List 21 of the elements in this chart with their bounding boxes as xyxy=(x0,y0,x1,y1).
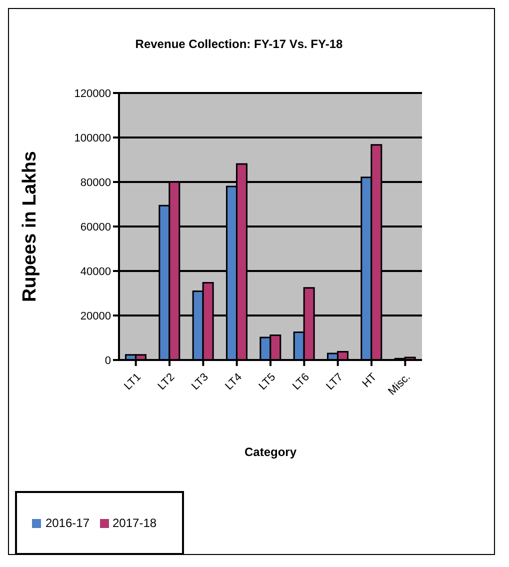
y-tick-label: 20000 xyxy=(80,310,111,322)
x-tick-label: LT4 xyxy=(223,371,244,392)
y-tick-label: 80000 xyxy=(80,176,111,189)
y-tick-label: 40000 xyxy=(80,266,111,278)
legend-label: 2017-18 xyxy=(112,516,157,530)
x-tick-label: LT7 xyxy=(324,371,346,392)
y-tick-label: 100000 xyxy=(74,132,111,144)
y-tick-label: 0 xyxy=(104,354,111,367)
x-tick-label: LT2 xyxy=(156,371,178,392)
y-tick-label: 120000 xyxy=(74,88,111,100)
x-tick-label: HT xyxy=(360,370,380,390)
legend-label: 2016-17 xyxy=(45,516,90,530)
y-axis-title: Rupees in Lakhs xyxy=(20,151,41,302)
x-tick-label: LT6 xyxy=(290,371,312,392)
chart-title: Revenue Collection: FY-17 Vs. FY-18 xyxy=(134,37,344,51)
x-tick-label: LT1 xyxy=(122,371,144,392)
x-axis-title: Category xyxy=(244,445,297,459)
x-tick-label: LT3 xyxy=(190,371,211,392)
x-tick-label: Misc. xyxy=(386,371,413,398)
y-tick-label: 60000 xyxy=(80,221,111,234)
x-tick-label: LT5 xyxy=(256,371,278,392)
